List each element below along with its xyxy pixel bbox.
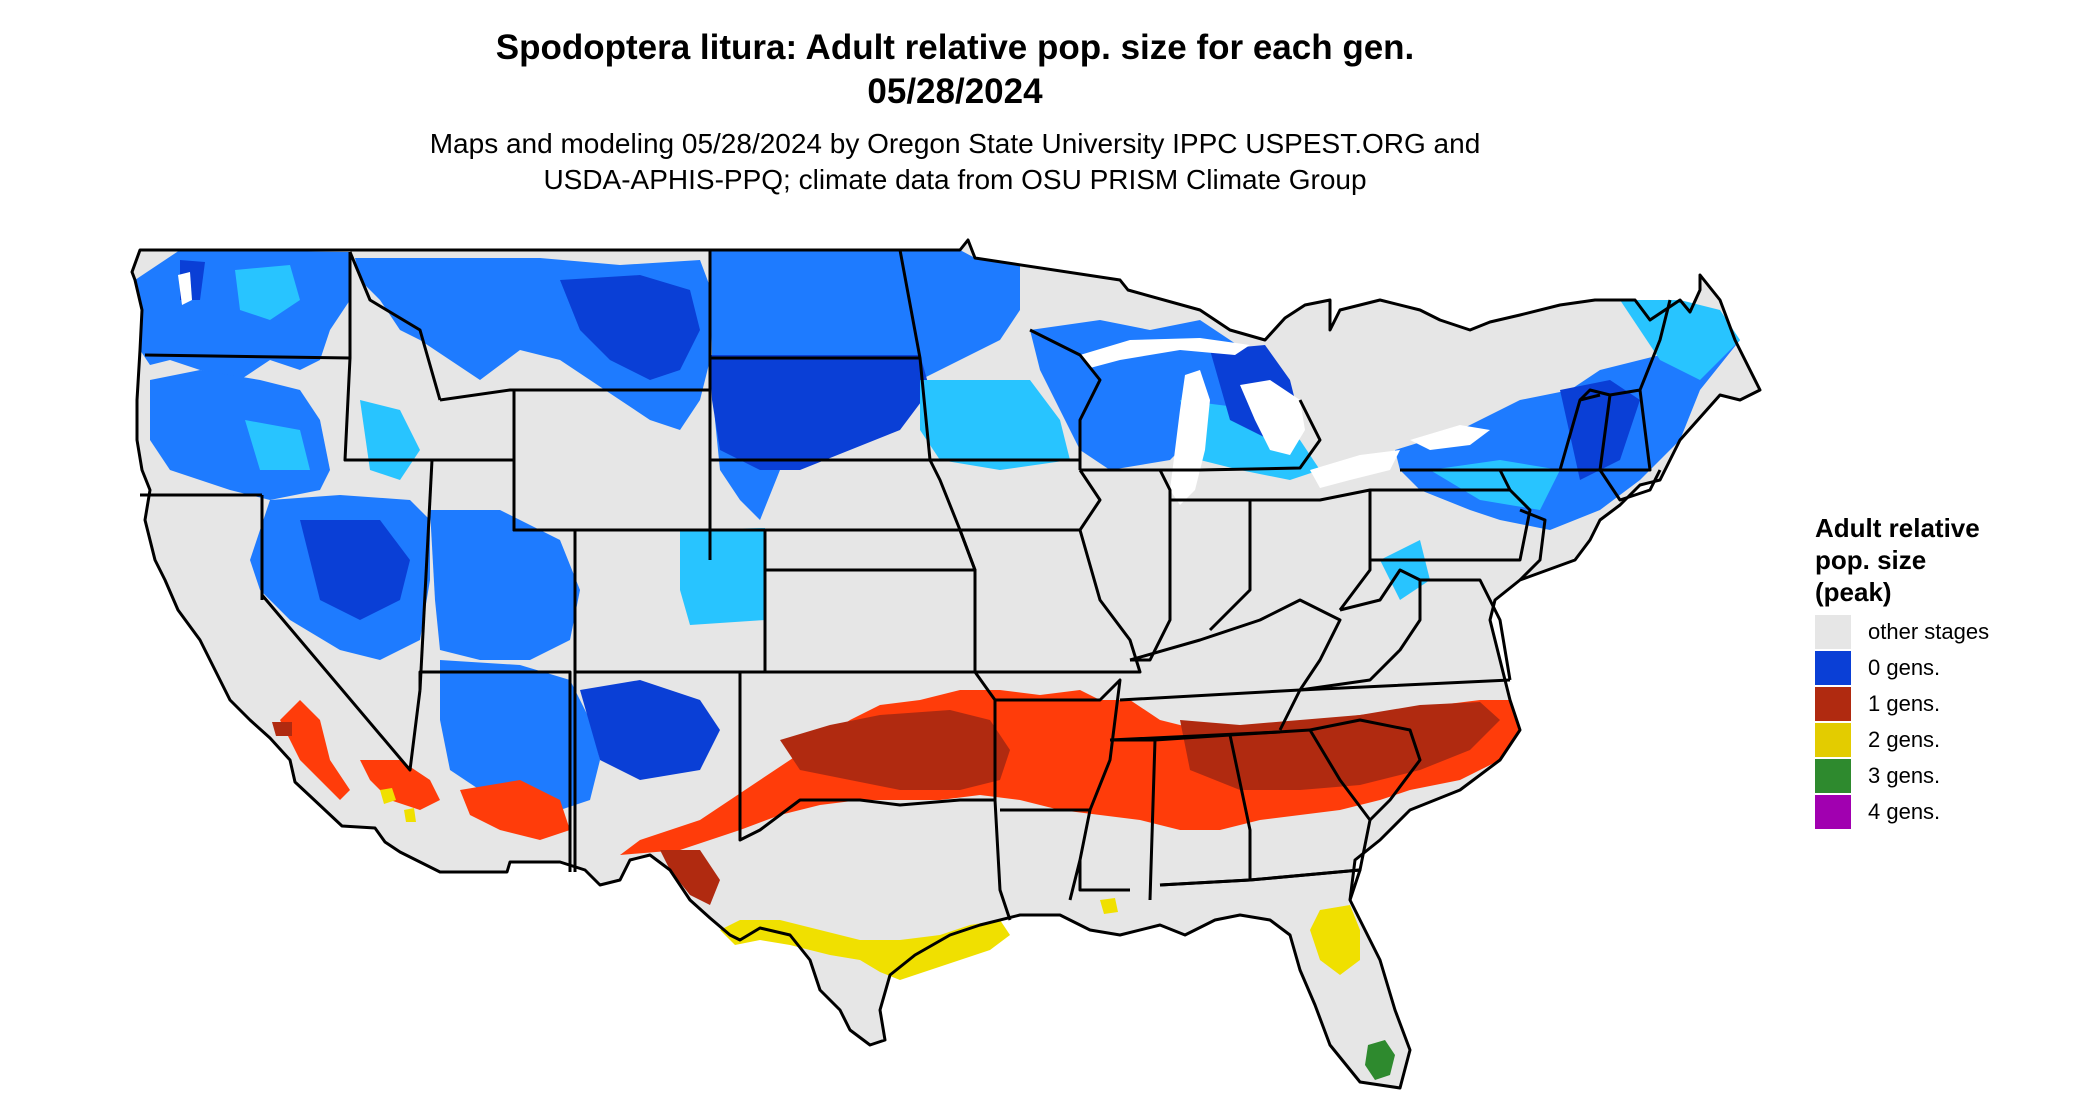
border-ok (740, 670, 997, 800)
border-nv-ut (418, 459, 434, 691)
border-tx (738, 740, 1012, 921)
legend-item-2-gens: 2 gens. (1815, 723, 2075, 757)
border-mo (958, 529, 1142, 674)
map-subtitle-line2: USDA-APHIS-PPQ; climate data from OSU PR… (543, 164, 1367, 195)
legend-label: 0 gens. (1868, 655, 1941, 680)
legend-item-1-gens: 1 gens. (1815, 687, 2075, 721)
country-outline (130, 238, 1762, 1090)
border-wa-or (144, 353, 351, 360)
border-wi (1029, 328, 1102, 470)
border-new-england (1560, 299, 1672, 502)
border-sc (1309, 718, 1422, 822)
legend-swatch (1815, 759, 1851, 793)
legend-title-line2: pop. size (1815, 545, 1927, 575)
great-lakes (178, 272, 1490, 505)
legend-item-3-gens: 3 gens. (1815, 759, 2075, 793)
border-fl (1159, 868, 1362, 901)
border-ky (1129, 598, 1342, 691)
state-borders (130, 238, 1762, 1090)
legend-swatch (1815, 795, 1851, 829)
legend-title-line1: Adult relative (1815, 513, 1980, 543)
map-title: Spodoptera litura: Adult relative pop. s… (495, 28, 1415, 67)
legend-swatch (1815, 615, 1851, 649)
border-tn (1109, 688, 1301, 742)
legend-swatch (1815, 723, 1851, 757)
border-va-md (1420, 578, 1512, 681)
border-in (1170, 498, 1252, 632)
legend-item-4-gens: 4 gens. (1815, 795, 2075, 829)
legend-label: 3 gens. (1868, 763, 1941, 788)
legend-item-other-stages: other stages (1815, 615, 2075, 649)
border-co (575, 528, 767, 674)
border-id (343, 252, 514, 462)
legend-swatch (1815, 687, 1851, 721)
legend-label: 4 gens. (1868, 799, 1941, 824)
border-mi (1160, 399, 1322, 472)
legend-label: other stages (1868, 619, 1990, 644)
border-ia (928, 459, 1102, 532)
legend-label: 2 gens. (1868, 727, 1941, 752)
legend-swatch (1815, 651, 1851, 685)
border-ny (1400, 393, 1601, 491)
legend-title-line3: (peak) (1815, 577, 1892, 607)
border-il (1080, 468, 1172, 662)
legend-title: Adult relative pop. size (peak) (1815, 512, 2075, 608)
legend-label: 1 gens. (1868, 691, 1941, 716)
border-nj (1518, 508, 1547, 582)
two-gens-region (380, 788, 1360, 980)
border-mt-wy (439, 388, 710, 402)
border-pa (1370, 488, 1532, 562)
three-gens-region (1365, 1040, 1395, 1080)
border-mn (898, 249, 1080, 462)
border-mt (348, 251, 442, 401)
legend-item-0-gens: 0 gens. (1815, 651, 2075, 685)
map-date: 05/28/2024 (867, 72, 1043, 111)
border-nd-sd (710, 356, 930, 462)
border-az (418, 670, 572, 872)
map-subtitle-line1: Maps and modeling 05/28/2024 by Oregon S… (429, 128, 1481, 159)
border-wv-va (1299, 568, 1422, 692)
